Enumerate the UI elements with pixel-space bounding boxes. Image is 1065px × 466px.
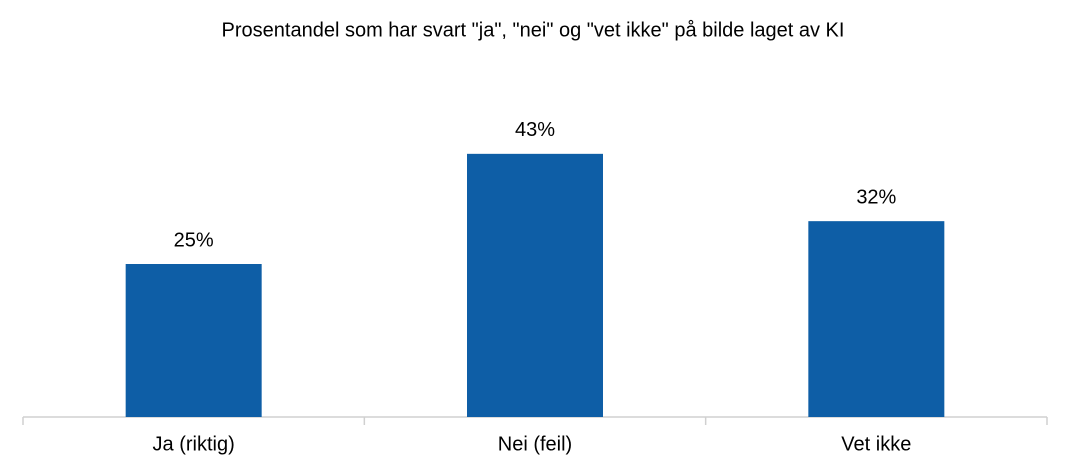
bar [467, 153, 603, 417]
chart-title: Prosentandel som har svart "ja", "nei" o… [222, 19, 845, 41]
x-tick-label: Nei (feil) [498, 433, 572, 455]
bar [808, 221, 945, 417]
x-tick-label: Ja (riktig) [153, 433, 235, 455]
x-tick-label: Vet ikke [841, 433, 911, 455]
data-label: 25% [174, 229, 214, 251]
data-label: 32% [856, 186, 896, 208]
bar [125, 264, 262, 417]
data-label: 43% [515, 119, 555, 141]
